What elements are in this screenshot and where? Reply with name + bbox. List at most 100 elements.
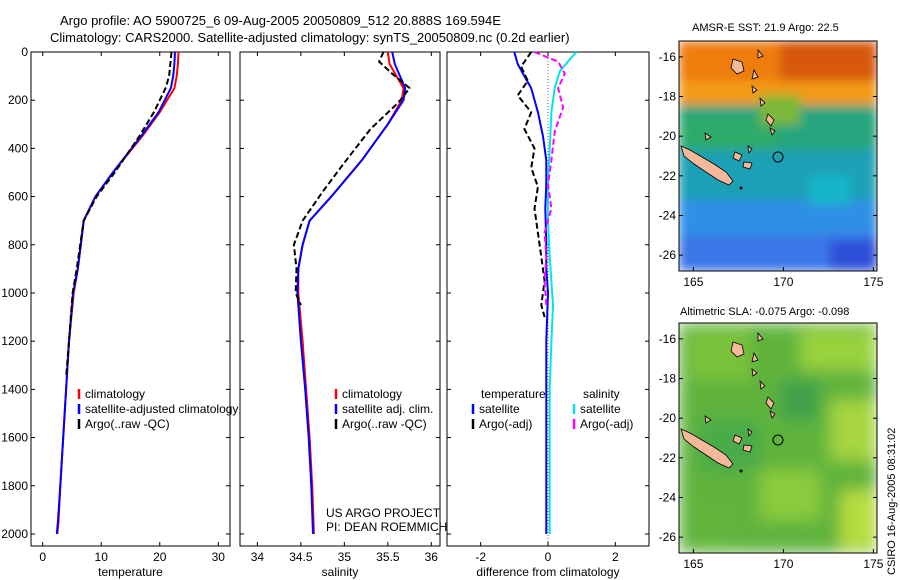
legend-entry: climatology [342, 387, 402, 401]
legend-entry: Argo(-adj) [580, 417, 633, 431]
salinity-panel: 34 34.5 35 35.5 36 salinity climatologysatelli… [239, 51, 447, 579]
sla-map-title: Altimetric SLA: -0.075 Argo: -0.098 [680, 306, 849, 318]
series-line-argo-raw-qc- [65, 51, 173, 378]
salinity-xlabel: salinity [322, 565, 359, 579]
y-tick-label: -24 [659, 208, 677, 222]
land-polygon [765, 113, 775, 127]
side-credit-label: CSIRO 16-Aug-2005 08:31:02 [886, 428, 898, 575]
y-tick-label: -20 [659, 411, 677, 425]
x-tick-label: 30 [212, 550, 226, 564]
land-polygon [747, 428, 753, 438]
x-tick-label: 165 [683, 275, 703, 289]
y-tick-label: -26 [659, 248, 677, 262]
y-tick-label: 800 [8, 238, 28, 252]
land-polygon [759, 379, 766, 390]
land-polygon [757, 48, 764, 59]
land-polygon [751, 85, 758, 94]
y-tick-label: 600 [8, 190, 28, 204]
land-masses [680, 48, 776, 190]
y-tick-label: 1200 [1, 334, 28, 348]
salinity-plot-frame [239, 51, 441, 547]
sst-map-title: AMSR-E SST: 21.9 Argo: 22.5 [692, 22, 839, 34]
y-tick-label: -18 [659, 90, 677, 104]
land-polygon [732, 151, 743, 162]
legend-entry: temperature [481, 387, 546, 401]
sst-field [679, 41, 877, 271]
land-polygon [751, 68, 759, 80]
land-polygon [765, 396, 775, 410]
y-tick-label: -20 [659, 129, 677, 143]
y-tick-label: 1800 [1, 479, 28, 493]
legend-entry: Argo(..raw -QC) [342, 417, 427, 431]
land-polygon [747, 145, 753, 155]
land-polygon [742, 161, 753, 170]
header-line1: Argo profile: AO 5900725_6 09-Aug-2005 2… [60, 13, 501, 28]
x-tick-label: 175 [863, 275, 883, 289]
land-polygon [757, 331, 764, 342]
series-line-argo-raw-qc- [292, 51, 411, 306]
x-tick-label: 36 [425, 550, 439, 564]
legend-entry: climatology [85, 387, 145, 401]
x-tick-label: 34 [251, 550, 265, 564]
x-tick-label: 175 [863, 557, 883, 571]
y-tick-label: -18 [659, 372, 677, 386]
y-tick-label: 0 [21, 45, 28, 59]
y-tick-label: -16 [659, 332, 677, 346]
y-tick-label: 1600 [1, 431, 28, 445]
x-tick-label: 20 [153, 550, 167, 564]
land-polygon [759, 96, 766, 107]
land-polygon [732, 434, 743, 445]
series-line-satellite-adjusted-climatology [55, 51, 176, 535]
island-dot [739, 186, 743, 190]
legend-entry: salinity [583, 387, 620, 401]
series-line-temperature-argo-adj- [516, 51, 546, 318]
x-tick-label: 0 [39, 550, 46, 564]
x-tick-label: -2 [475, 550, 486, 564]
land-polygon [704, 415, 712, 424]
land-polygon [769, 410, 776, 419]
x-tick-label: 170 [773, 275, 793, 289]
land-polygon [680, 145, 734, 186]
series-line-temperature-satellite [513, 51, 550, 534]
argo-position-marker [772, 151, 784, 163]
land-polygon [751, 351, 759, 363]
legend-entry: satellite adj. clim. [342, 402, 433, 416]
x-tick-label: 35.5 [376, 550, 400, 564]
land-polygon [730, 58, 745, 75]
x-tick-label: 10 [95, 550, 109, 564]
island-dot [739, 469, 743, 473]
land-polygon [742, 444, 753, 453]
legend-entry: Argo(-adj) [479, 417, 532, 431]
x-tick-label: 2 [612, 550, 619, 564]
land-masses [680, 331, 776, 473]
y-tick-label: -26 [659, 530, 677, 544]
project-note-line: PI: DEAN ROEMMICH [326, 520, 447, 534]
legend-entry: satellite [479, 402, 520, 416]
x-tick-label: 170 [773, 557, 793, 571]
land-polygon [769, 127, 776, 136]
x-tick-label: 35 [338, 550, 352, 564]
project-note-line: US ARGO PROJECT [326, 506, 441, 520]
legend-entry: satellite-adjusted climatology [85, 402, 238, 416]
difference-xlabel: difference from climatology [476, 565, 619, 579]
x-tick-label: 0 [545, 550, 552, 564]
legend-entry: Argo(..raw -QC) [85, 417, 170, 431]
header-line2: Climatology: CARS2000. Satellite-adjuste… [50, 30, 570, 45]
profile-panels: 0 10 20 30020040060080010001200140016001800… [1, 45, 650, 579]
y-tick-label: -22 [659, 451, 677, 465]
argo-position-marker [772, 434, 784, 446]
land-polygon [751, 368, 758, 377]
land-polygon [704, 132, 712, 141]
y-tick-label: 1000 [1, 286, 28, 300]
y-tick-label: 2000 [1, 527, 28, 541]
y-tick-label: -16 [659, 50, 677, 64]
land-polygon [680, 428, 734, 469]
series-line-salinity-argo-adj- [534, 51, 566, 306]
x-tick-label: 165 [683, 557, 703, 571]
y-tick-label: -22 [659, 169, 677, 183]
x-tick-label: 34.5 [289, 550, 313, 564]
sla-field [679, 323, 877, 553]
sst-map: AMSR-E SST: 21.9 Argo: 22.5 165 170 175 -16… [659, 22, 884, 289]
